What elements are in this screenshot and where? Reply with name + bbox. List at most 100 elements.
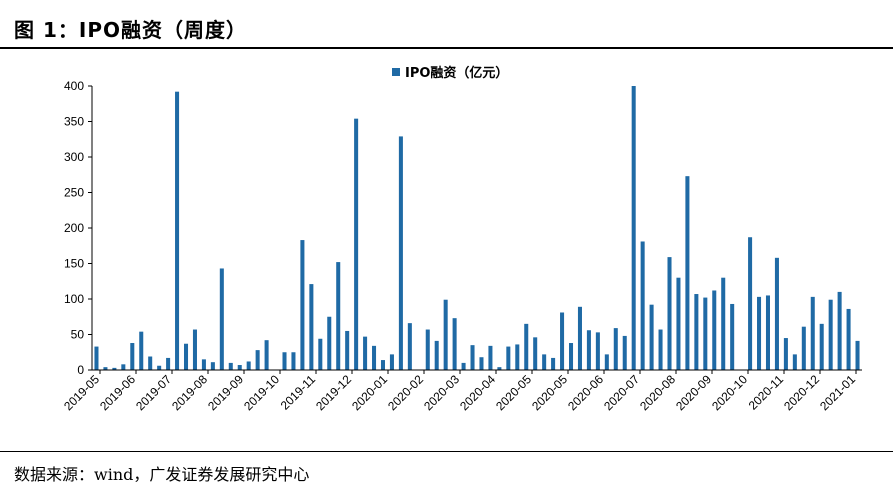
- bar: [712, 290, 717, 370]
- bar: [300, 240, 305, 370]
- bar: [685, 176, 690, 370]
- x-tick-label: 2019-05: [61, 372, 102, 413]
- bar: [792, 354, 797, 370]
- bar: [676, 277, 681, 370]
- x-tick-label: 2020-03: [421, 372, 462, 413]
- x-tick-label: 2019-11: [278, 372, 319, 413]
- x-tick-label: 2019-07: [133, 372, 174, 413]
- figure-title: 图 1：IPO融资（周度）: [14, 18, 247, 42]
- bar: [470, 345, 475, 370]
- x-tick-label: 2019-06: [97, 372, 138, 413]
- source-note: 数据来源：wind，广发证券发展研究中心: [14, 465, 310, 484]
- bar: [103, 367, 108, 370]
- bar: [282, 352, 287, 370]
- bar: [175, 91, 180, 371]
- bar: [506, 346, 511, 370]
- bar: [443, 299, 448, 370]
- bar: [604, 354, 609, 370]
- bar: [345, 330, 350, 370]
- bar: [810, 296, 815, 370]
- bar: [112, 367, 117, 370]
- bar: [649, 304, 654, 370]
- bar: [130, 343, 135, 370]
- bar: [640, 241, 645, 370]
- x-tick-label: 2019-10: [241, 372, 282, 413]
- bar: [94, 346, 99, 370]
- bar: [380, 360, 385, 370]
- bar: [192, 329, 197, 370]
- bar: [363, 336, 368, 370]
- bar: [354, 118, 359, 370]
- bar: [434, 340, 439, 370]
- bar: [569, 343, 574, 370]
- bar: [757, 296, 762, 370]
- bar: [389, 354, 394, 370]
- y-tick-label: 400: [64, 79, 84, 93]
- bar: [336, 262, 341, 370]
- bar: [497, 367, 502, 370]
- x-tick-label: 2020-10: [709, 372, 750, 413]
- bar: [210, 362, 215, 370]
- x-tick-label: 2020-02: [385, 372, 426, 413]
- bar: [730, 303, 735, 370]
- x-tick-label: 2020-09: [673, 372, 714, 413]
- bar: [184, 343, 189, 370]
- bar: [148, 356, 153, 370]
- bar: [121, 364, 126, 370]
- ipo-financing-bar-chart: IPO融资（亿元） 0 50 100 150 200 250 300 350 400 2019-…: [61, 65, 862, 413]
- bar: [542, 354, 547, 370]
- bar: [246, 361, 251, 370]
- bar: [703, 297, 708, 370]
- bar: [488, 345, 493, 370]
- bar: [783, 338, 788, 370]
- bar: [291, 352, 296, 370]
- legend-label: IPO融资（亿元）: [405, 65, 508, 81]
- bar: [166, 357, 171, 370]
- y-tick-label: 250: [64, 186, 84, 200]
- y-axis: 0 50 100 150 200 250 300 350 400: [64, 79, 93, 377]
- x-tick-label: 2019-09: [205, 372, 246, 413]
- bar: [398, 136, 403, 370]
- bar: [219, 268, 224, 370]
- y-tick-label: 0: [77, 363, 84, 377]
- source-divider: [0, 451, 893, 452]
- bar: [318, 338, 323, 370]
- x-tick-label: 2020-05: [493, 372, 534, 413]
- x-tick-label: 2020-05: [529, 372, 570, 413]
- bar: [309, 284, 314, 370]
- bar: [560, 312, 565, 370]
- bar: [846, 308, 851, 370]
- bar: [255, 350, 260, 370]
- bar: [533, 337, 538, 370]
- bar: [524, 323, 529, 370]
- bar: [479, 357, 484, 370]
- bar: [461, 362, 466, 370]
- bar: [721, 277, 726, 370]
- bar-series: [94, 86, 860, 371]
- bar: [801, 326, 806, 370]
- bar: [201, 359, 206, 370]
- x-tick-label: 2020-06: [565, 372, 606, 413]
- y-tick-label: 350: [64, 115, 84, 129]
- bar: [157, 365, 162, 370]
- y-tick-label: 150: [64, 257, 84, 271]
- bar: [586, 330, 591, 370]
- bar: [819, 323, 824, 370]
- bar: [551, 357, 556, 370]
- title-divider: [0, 47, 893, 49]
- bar: [228, 362, 233, 370]
- x-tick-label: 2019-08: [169, 372, 210, 413]
- y-tick-label: 300: [64, 150, 84, 164]
- bar: [237, 365, 242, 370]
- bar: [372, 345, 377, 370]
- bar: [577, 306, 582, 370]
- x-tick-label: 2020-08: [637, 372, 678, 413]
- bar: [765, 295, 770, 370]
- bar: [613, 328, 618, 370]
- bar: [407, 323, 412, 370]
- y-tick-label: 200: [64, 221, 84, 235]
- chart-legend: IPO融资（亿元）: [392, 65, 508, 81]
- legend-swatch: [392, 68, 400, 76]
- bar: [595, 332, 600, 370]
- bar: [515, 344, 520, 370]
